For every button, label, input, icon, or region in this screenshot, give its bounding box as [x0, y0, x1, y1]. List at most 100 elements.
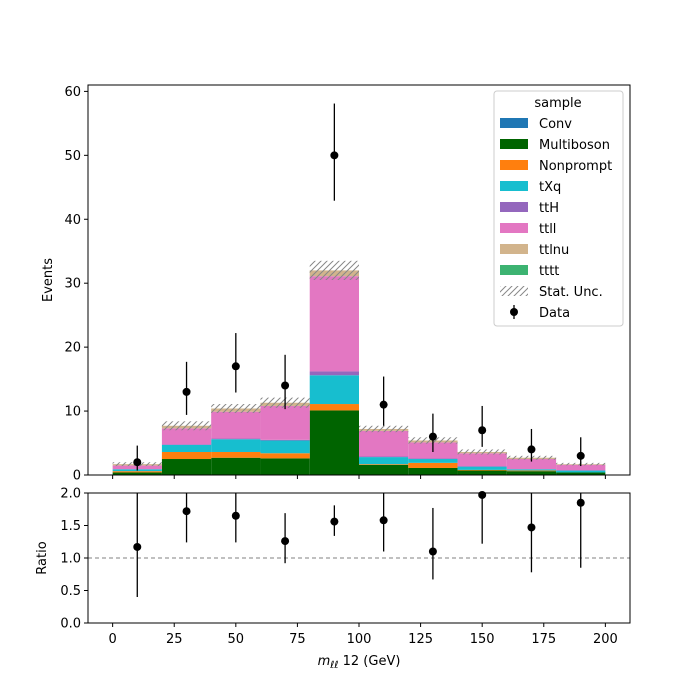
- bar-multiboson: [260, 458, 310, 475]
- x-tick-label: 25: [166, 632, 183, 647]
- ratio-point: [281, 537, 290, 546]
- ratio-y-tick-label: 1.0: [60, 552, 81, 567]
- bar-nonprompt: [112, 471, 162, 473]
- x-tick-label: 0: [108, 632, 116, 647]
- main-x-ticks: [112, 475, 606, 479]
- bar-nonprompt: [359, 464, 409, 465]
- ratio-panel: 0.0 0.5 1.0 1.5 2.0 0 25 50 75 100 125 150 175 200 R…: [35, 487, 631, 647]
- main-y-tick-label: 10: [64, 405, 81, 420]
- bar-nonprompt: [408, 462, 458, 468]
- x-tick-label: 100: [347, 632, 372, 647]
- legend-label-data: Data: [539, 306, 570, 321]
- main-y-ticks: 0 10 20 30 40 50 60: [64, 85, 88, 484]
- main-stacked-bars: [112, 270, 606, 475]
- legend-label-stat-unc: Stat. Unc.: [539, 285, 603, 300]
- bar-tth: [309, 371, 359, 376]
- bar-tth: [260, 439, 310, 441]
- bar-ttll: [211, 411, 261, 439]
- bar-multiboson: [457, 470, 507, 475]
- ratio-y-tick-label: 1.5: [60, 519, 81, 534]
- legend-label-ttlnu: ttlnu: [539, 243, 569, 258]
- bar-ttll: [161, 428, 212, 445]
- ratio-point: [576, 498, 585, 507]
- ratio-point: [478, 490, 487, 499]
- legend-label-ttll: ttll: [539, 222, 556, 237]
- x-tick-label: 200: [593, 632, 618, 647]
- bar-multiboson: [211, 457, 261, 475]
- x-axis-label-math: m: [318, 654, 331, 669]
- legend: sample Conv Multiboson Nonprompt tXq ttH ttll…: [493, 90, 624, 327]
- legend-marker-data: [510, 308, 518, 316]
- ratio-point: [527, 523, 536, 532]
- bar-multiboson: [556, 472, 606, 475]
- bar-nonprompt: [457, 469, 507, 471]
- ratio-point: [379, 516, 388, 525]
- data-point: [330, 151, 339, 160]
- bar-nonprompt: [161, 451, 212, 460]
- bar-txq: [506, 469, 557, 471]
- data-point: [133, 458, 142, 467]
- x-tick-label: 50: [228, 632, 245, 647]
- ratio-panel-frame: [87, 492, 631, 624]
- ratio-point: [231, 511, 240, 520]
- data-point: [527, 445, 536, 454]
- legend-swatch-multiboson: [500, 139, 528, 149]
- main-y-tick-label: 60: [64, 85, 81, 100]
- x-axis-label-sub: ℓℓ: [330, 660, 338, 671]
- x-axis-label-suffix: 12 (GeV): [339, 654, 401, 669]
- main-y-axis-label: Events: [41, 258, 56, 302]
- bar-ttll: [359, 430, 409, 457]
- bar-txq: [359, 457, 409, 465]
- data-point: [182, 387, 191, 396]
- ratio-y-tick-label: 2.0: [60, 487, 81, 502]
- x-tick-label: 125: [408, 632, 433, 647]
- main-y-tick-label: 50: [64, 149, 81, 164]
- ratio-y-tick-label: 0.5: [60, 584, 81, 599]
- ratio-point: [330, 517, 339, 526]
- ratio-y-tick-label: 0.0: [60, 617, 81, 632]
- legend-label-tth: ttH: [539, 201, 559, 216]
- bar-multiboson: [309, 410, 359, 475]
- bar-txq: [408, 459, 458, 463]
- legend-swatch-ttlnu: [500, 244, 528, 254]
- bar-multiboson: [506, 471, 557, 475]
- stat-unc-band: [359, 425, 409, 433]
- bar-ttll: [309, 276, 359, 372]
- bar-ttll: [556, 464, 606, 471]
- stat-unc-band: [211, 404, 261, 413]
- bar-txq: [161, 444, 212, 452]
- ratio-data-points: [133, 490, 585, 597]
- bar-multiboson: [112, 472, 162, 475]
- legend-swatch-ttll: [500, 223, 528, 233]
- bar-multiboson: [408, 467, 458, 475]
- bar-tth: [211, 438, 261, 440]
- ratio-point: [182, 507, 191, 516]
- stat-unc-band: [457, 449, 507, 455]
- legend-label-nonprompt: Nonprompt: [539, 159, 612, 174]
- main-data-points: [133, 103, 585, 471]
- bar-tth: [359, 456, 409, 458]
- bar-nonprompt: [309, 404, 359, 411]
- bar-tth: [161, 444, 212, 445]
- data-point: [231, 362, 240, 371]
- bar-nonprompt: [506, 470, 557, 472]
- data-point: [576, 451, 585, 460]
- legend-label-multiboson: Multiboson: [539, 138, 610, 153]
- x-axis-label: mℓℓ 12 (GeV): [318, 654, 401, 671]
- ratio-y-ticks: 0.0 0.5 1.0 1.5 2.0: [60, 487, 88, 632]
- bar-ttll: [260, 405, 310, 440]
- bar-tth: [457, 466, 507, 467]
- bar-multiboson: [161, 459, 212, 475]
- bar-txq: [457, 466, 507, 470]
- data-point: [428, 432, 437, 441]
- bar-txq: [309, 375, 359, 405]
- bar-txq: [211, 439, 261, 452]
- legend-label-conv: Conv: [539, 117, 572, 132]
- x-tick-label: 75: [289, 632, 306, 647]
- legend-swatch-tth: [500, 202, 528, 212]
- stat-unc-band: [309, 260, 359, 280]
- bar-ttll: [506, 459, 557, 470]
- bar-nonprompt: [260, 453, 310, 459]
- ratio-x-ticks: 0 25 50 75 100 125 150 175 200: [108, 623, 618, 647]
